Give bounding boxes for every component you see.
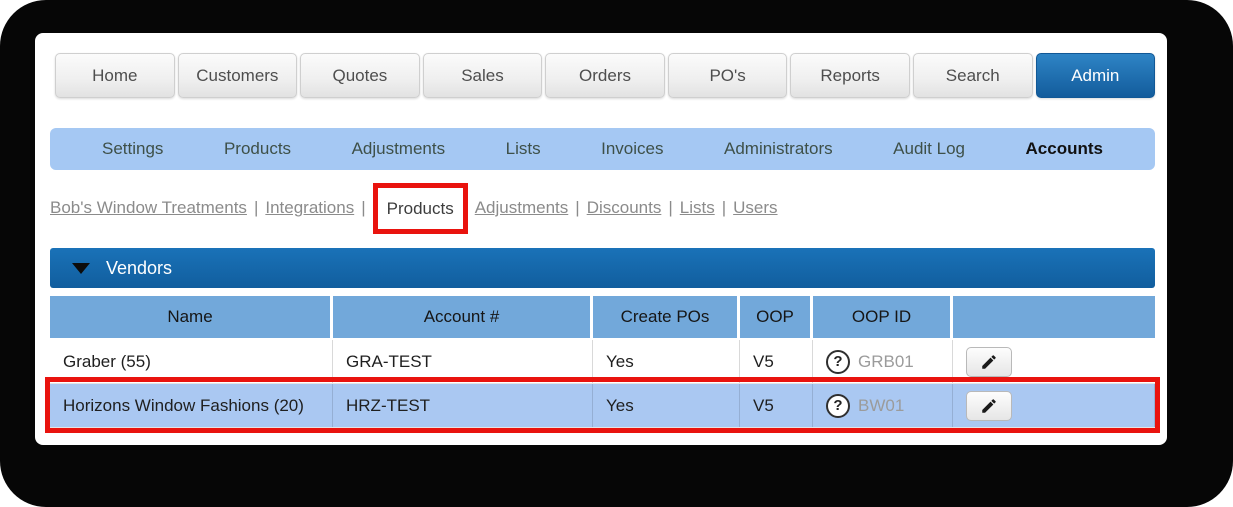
tab-search[interactable]: Search	[912, 53, 1033, 98]
actions-cell	[953, 384, 1155, 427]
tab-pos[interactable]: PO's	[667, 53, 788, 98]
account-number-cell: GRA-TEST	[333, 340, 593, 383]
oop-id-value: GRB01	[858, 351, 914, 371]
breadcrumb-separator: |	[253, 198, 259, 217]
subnav-item-products[interactable]: Products	[223, 139, 292, 158]
pencil-icon	[982, 354, 996, 369]
breadcrumb-link-discounts[interactable]: Discounts	[586, 198, 662, 217]
subnav-item-adjustments[interactable]: Adjustments	[351, 139, 446, 158]
collapse-triangle-icon[interactable]	[72, 262, 90, 274]
oop-id-cell: ? BW01	[813, 384, 953, 427]
oop-id-value: BW01	[858, 395, 905, 415]
account-number-cell: HRZ-TEST	[333, 384, 593, 427]
actions-cell	[953, 340, 1155, 383]
vendors-section-header[interactable]: Vendors	[50, 248, 1155, 288]
edit-vendor-button[interactable]	[966, 346, 1012, 377]
column-header-name[interactable]: Name	[50, 296, 333, 338]
tab-home[interactable]: Home	[55, 53, 175, 98]
subnav-item-accounts[interactable]: Accounts	[1025, 139, 1103, 158]
subnav-item-administrators[interactable]: Administrators	[724, 139, 833, 158]
help-icon[interactable]: ?	[826, 349, 850, 374]
create-pos-cell: Yes	[593, 384, 740, 427]
tab-quotes[interactable]: Quotes	[300, 53, 420, 98]
vendor-name-cell: Graber (55)	[50, 340, 333, 383]
breadcrumb-link-lists[interactable]: Lists	[679, 198, 715, 217]
table-row-graber[interactable]: Graber (55) GRA-TEST Yes V5 ? GRB01	[50, 340, 1155, 384]
breadcrumb-link-bobs-window-treatments[interactable]: Bob's Window Treatments	[50, 198, 247, 217]
column-header-create-pos[interactable]: Create POs	[593, 296, 740, 338]
breadcrumb-link-integrations[interactable]: Integrations	[265, 198, 355, 217]
admin-subnav: Settings Products Adjustments Lists Invo…	[50, 128, 1155, 170]
breadcrumb-separator: |	[361, 198, 366, 217]
breadcrumb-separator: |	[668, 198, 673, 217]
oop-cell: V5	[740, 384, 813, 427]
tab-customers[interactable]: Customers	[177, 53, 298, 98]
table-header-row: Name Account # Create POs OOP OOP ID	[50, 296, 1155, 338]
subnav-item-invoices[interactable]: Invoices	[601, 139, 664, 158]
create-pos-cell: Yes	[593, 340, 740, 383]
app-window: Home Customers Quotes Sales Orders PO's …	[35, 33, 1167, 445]
help-icon[interactable]: ?	[826, 393, 850, 418]
vendor-name-cell: Horizons Window Fashions (20)	[50, 384, 333, 427]
subnav-item-audit-log[interactable]: Audit Log	[893, 139, 965, 158]
subnav-item-lists[interactable]: Lists	[505, 139, 541, 158]
oop-id-cell: ? GRB01	[813, 340, 953, 383]
oop-cell: V5	[740, 340, 813, 383]
breadcrumb: Bob's Window Treatments | Integrations |…	[50, 182, 778, 234]
main-tab-bar: Home Customers Quotes Sales Orders PO's …	[55, 53, 1156, 98]
column-header-oop-id[interactable]: OOP ID	[813, 296, 953, 338]
column-header-oop[interactable]: OOP	[740, 296, 813, 338]
section-title: Vendors	[106, 257, 173, 278]
breadcrumb-separator: |	[575, 198, 580, 217]
tab-admin[interactable]: Admin	[1035, 53, 1156, 98]
tab-sales[interactable]: Sales	[422, 53, 543, 98]
subnav-item-settings[interactable]: Settings	[102, 139, 164, 158]
tab-orders[interactable]: Orders	[545, 53, 665, 98]
breadcrumb-current-products-annotated[interactable]: Products	[372, 182, 468, 234]
column-header-actions	[953, 296, 1155, 338]
breadcrumb-link-users[interactable]: Users	[733, 198, 778, 217]
edit-vendor-button[interactable]	[966, 390, 1012, 421]
breadcrumb-link-adjustments[interactable]: Adjustments	[474, 198, 569, 217]
breadcrumb-separator: |	[721, 198, 727, 217]
table-row-horizons-window-fashions[interactable]: Horizons Window Fashions (20) HRZ-TEST Y…	[50, 384, 1155, 428]
tab-reports[interactable]: Reports	[790, 53, 910, 98]
column-header-account[interactable]: Account #	[333, 296, 593, 338]
pencil-icon	[982, 398, 996, 413]
